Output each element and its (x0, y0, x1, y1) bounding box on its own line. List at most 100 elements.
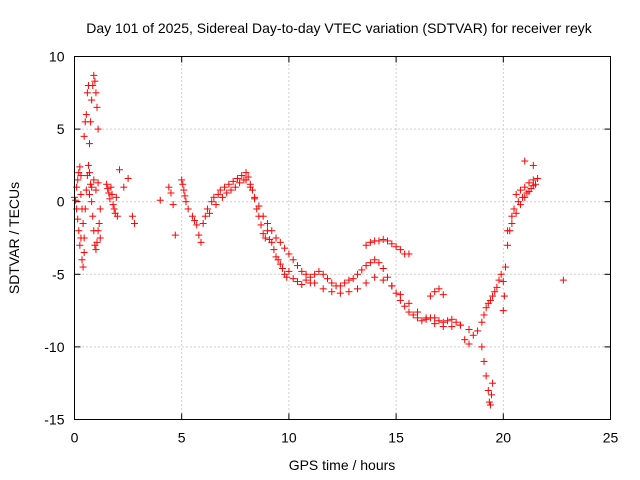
data-point (105, 189, 113, 197)
y-tick-label: 0 (57, 194, 65, 210)
data-point (96, 205, 104, 213)
data-point (206, 209, 214, 217)
data-point (345, 276, 353, 284)
data-point (91, 77, 99, 85)
data-point (263, 219, 271, 227)
data-point (86, 169, 94, 177)
data-points (71, 71, 567, 409)
data-point (167, 189, 175, 197)
data-point (109, 201, 117, 209)
data-point (510, 205, 518, 213)
data-point (94, 125, 102, 133)
data-point (197, 238, 205, 246)
data-point (75, 227, 83, 235)
data-point (76, 163, 84, 171)
data-point (298, 280, 306, 288)
data-point (480, 311, 488, 319)
data-point (77, 190, 85, 198)
data-point (499, 307, 507, 315)
data-point (96, 234, 104, 242)
data-point (311, 270, 319, 278)
data-point (169, 201, 177, 209)
data-point (508, 212, 516, 220)
data-point (486, 296, 494, 304)
x-axis-ticks: 0 5 10 15 20 25 (71, 56, 619, 446)
data-point (328, 279, 336, 287)
data-point (439, 291, 447, 299)
data-point (371, 256, 379, 264)
data-point (366, 259, 374, 267)
data-point (112, 193, 120, 201)
data-point (93, 103, 101, 111)
data-point (525, 179, 533, 187)
data-point (336, 282, 344, 290)
data-point (255, 202, 263, 210)
data-point (431, 288, 439, 296)
data-point (354, 270, 362, 278)
data-point (103, 180, 111, 188)
data-point (180, 186, 188, 194)
data-point (362, 262, 370, 270)
y-tick-label: -15 (44, 412, 64, 428)
data-point (89, 212, 97, 220)
data-point (349, 275, 357, 283)
data-point (319, 270, 327, 278)
data-point (203, 205, 211, 213)
data-point (444, 317, 452, 325)
data-point (270, 246, 278, 254)
data-point (278, 264, 286, 272)
data-point (289, 275, 297, 283)
data-point (499, 278, 507, 286)
data-point (501, 263, 509, 271)
data-point (88, 198, 96, 206)
data-point (493, 283, 501, 291)
data-point (521, 183, 529, 191)
data-point (86, 190, 94, 198)
data-point (181, 192, 189, 200)
data-point (465, 340, 473, 348)
data-point (298, 267, 306, 275)
x-tick-label: 25 (603, 430, 619, 446)
data-point (388, 240, 396, 248)
data-point (418, 317, 426, 325)
data-point (405, 250, 413, 258)
data-point (131, 219, 139, 227)
data-point (272, 234, 280, 242)
data-point (227, 186, 235, 194)
data-point (392, 289, 400, 297)
data-point (379, 276, 387, 284)
data-point (422, 314, 430, 322)
data-point (448, 323, 456, 331)
data-point (242, 176, 250, 184)
data-point (82, 111, 90, 119)
x-tick-label: 15 (388, 430, 404, 446)
data-point (379, 235, 387, 243)
data-point (110, 205, 118, 213)
data-point (178, 176, 186, 184)
data-point (80, 234, 88, 242)
data-point (165, 183, 173, 191)
data-point (484, 386, 492, 394)
data-point (396, 291, 404, 299)
data-point (128, 212, 136, 220)
data-point (497, 270, 505, 278)
data-point (384, 273, 392, 281)
data-point (482, 372, 490, 380)
data-point (529, 161, 537, 169)
data-point (354, 285, 362, 293)
data-point (392, 243, 400, 251)
data-point (306, 273, 314, 281)
data-point (193, 221, 201, 229)
data-point (74, 176, 82, 184)
data-point (426, 292, 434, 300)
data-point (107, 183, 115, 191)
data-point (78, 256, 86, 264)
data-point (293, 262, 301, 270)
data-point (478, 343, 486, 351)
data-point (480, 357, 488, 365)
data-point (516, 186, 524, 194)
data-point (124, 174, 132, 182)
data-point (405, 308, 413, 316)
data-point (495, 276, 503, 284)
data-point (261, 234, 269, 242)
